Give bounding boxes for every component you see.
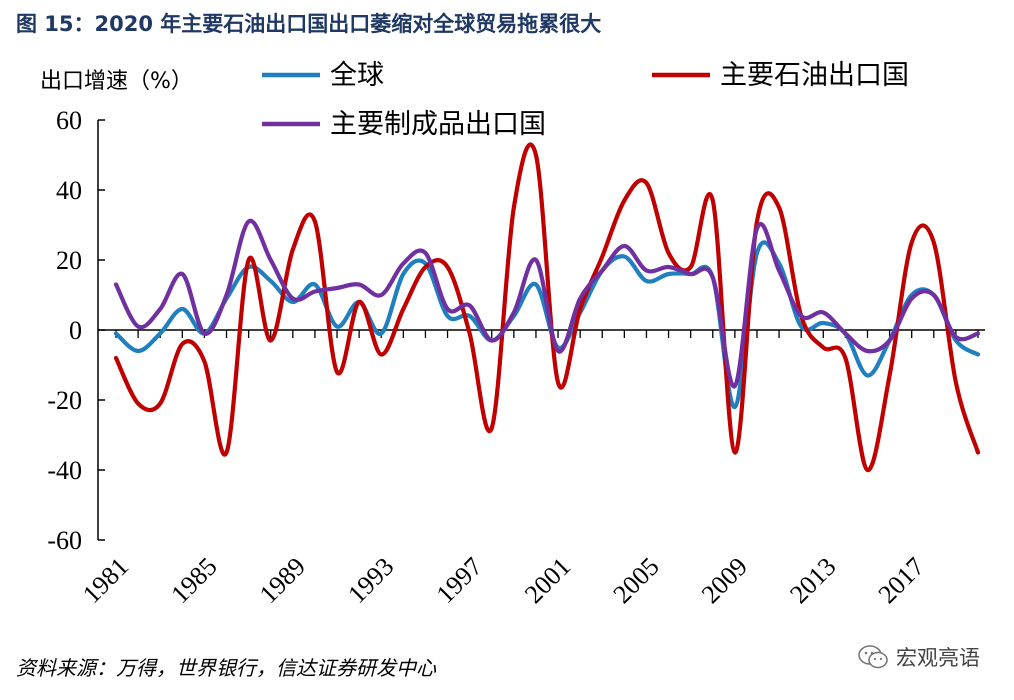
- x-tick-label: 1997: [431, 552, 488, 609]
- wechat-icon: [858, 645, 888, 669]
- legend-label-2: 主要石油出口国: [720, 60, 909, 91]
- series-line-2: [113, 142, 981, 473]
- y-tick-label: -60: [47, 526, 82, 555]
- series-line-3: [113, 218, 981, 389]
- x-tick-label: 1985: [165, 552, 222, 609]
- y-tick-label: -20: [47, 386, 82, 415]
- legend-label-3: 主要制成品出口国: [330, 109, 546, 140]
- y-axis-label: 出口增速（%）: [40, 69, 193, 94]
- x-tick-label: 2009: [696, 552, 753, 609]
- legend-label-1: 全球: [330, 60, 384, 91]
- watermark-text: 宏观亮语: [896, 646, 980, 670]
- y-tick-label: -40: [47, 456, 82, 485]
- x-tick-label: 1981: [77, 552, 134, 609]
- figure-title: 图 15：2020 年主要石油出口国出口萎缩对全球贸易拖累很大: [16, 12, 602, 36]
- y-tick-label: 40: [56, 176, 82, 205]
- y-tick-label: 20: [56, 246, 82, 275]
- source-note: 资料来源：万得，世界银行，信达证券研发中心: [16, 656, 436, 680]
- x-tick-label: 2005: [607, 552, 664, 609]
- y-tick-label: 0: [69, 316, 82, 345]
- y-tick-label: 60: [56, 106, 82, 135]
- x-tick-label: 2017: [873, 552, 930, 609]
- x-tick-label: 2001: [519, 552, 576, 609]
- x-tick-label: 1993: [342, 552, 399, 609]
- watermark: 宏观亮语: [858, 642, 980, 672]
- x-tick-label: 1989: [254, 552, 311, 609]
- x-tick-label: 2013: [784, 552, 841, 609]
- chart-series: [113, 142, 981, 473]
